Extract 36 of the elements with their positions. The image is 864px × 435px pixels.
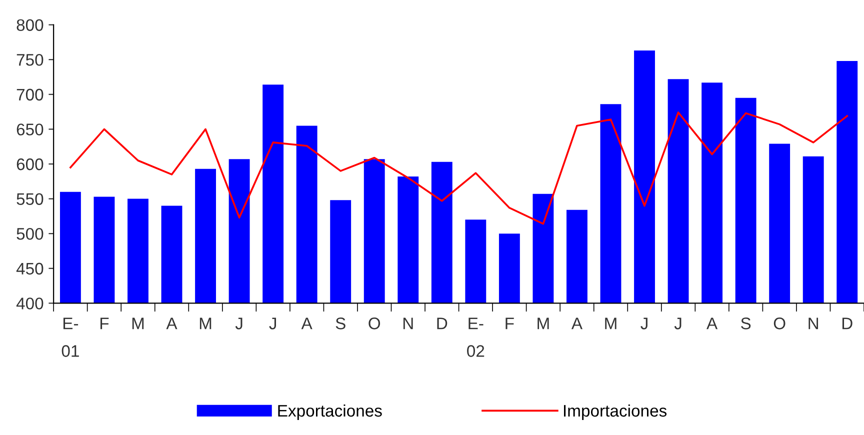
x-tick-label: O xyxy=(774,318,786,330)
x-tick-label: N xyxy=(403,318,413,330)
y-tick-label: 550 xyxy=(16,193,44,205)
x-tick-label: F xyxy=(100,318,109,330)
x-tick-label: A xyxy=(571,318,582,330)
x-tick-label: N xyxy=(808,318,818,330)
y-tick-label: 500 xyxy=(16,228,44,240)
y-tick-label: 400 xyxy=(16,298,44,310)
y-tick-label: 450 xyxy=(16,262,44,275)
x-tick-label: A xyxy=(301,318,312,330)
x-tick-label: O xyxy=(368,318,380,330)
x-tick-label: A xyxy=(706,318,718,330)
x-tick-label: D xyxy=(437,318,448,330)
y-tick-label: 800 xyxy=(16,19,44,31)
x-tick-label: E- 01 xyxy=(62,318,79,357)
line-series xyxy=(70,112,848,225)
x-tick-label: D xyxy=(842,318,852,330)
x-tick-label: M xyxy=(200,318,212,330)
x-tick-label: A xyxy=(166,318,178,330)
x-tick-label: M xyxy=(538,318,549,330)
y-tick-label: 650 xyxy=(16,124,44,136)
y-tick-label: 750 xyxy=(16,54,44,66)
x-tick-label: F xyxy=(506,318,514,330)
x-tick-label: J xyxy=(674,318,682,330)
y-tick-label: 600 xyxy=(16,158,44,170)
x-tick-label: M xyxy=(132,318,144,330)
legend-label: Exportaciones xyxy=(278,404,382,420)
x-tick-label: S xyxy=(741,318,751,330)
x-tick-label: S xyxy=(336,318,346,330)
x-tick-label: J xyxy=(269,318,276,330)
x-tick-label: J xyxy=(235,318,242,330)
x-tick-label: E- 02 xyxy=(467,318,484,357)
x-tick-label: M xyxy=(605,318,616,330)
x-tick-label: J xyxy=(640,318,648,330)
legend-label: Importaciones xyxy=(564,404,667,420)
y-tick-label: 700 xyxy=(16,88,44,101)
